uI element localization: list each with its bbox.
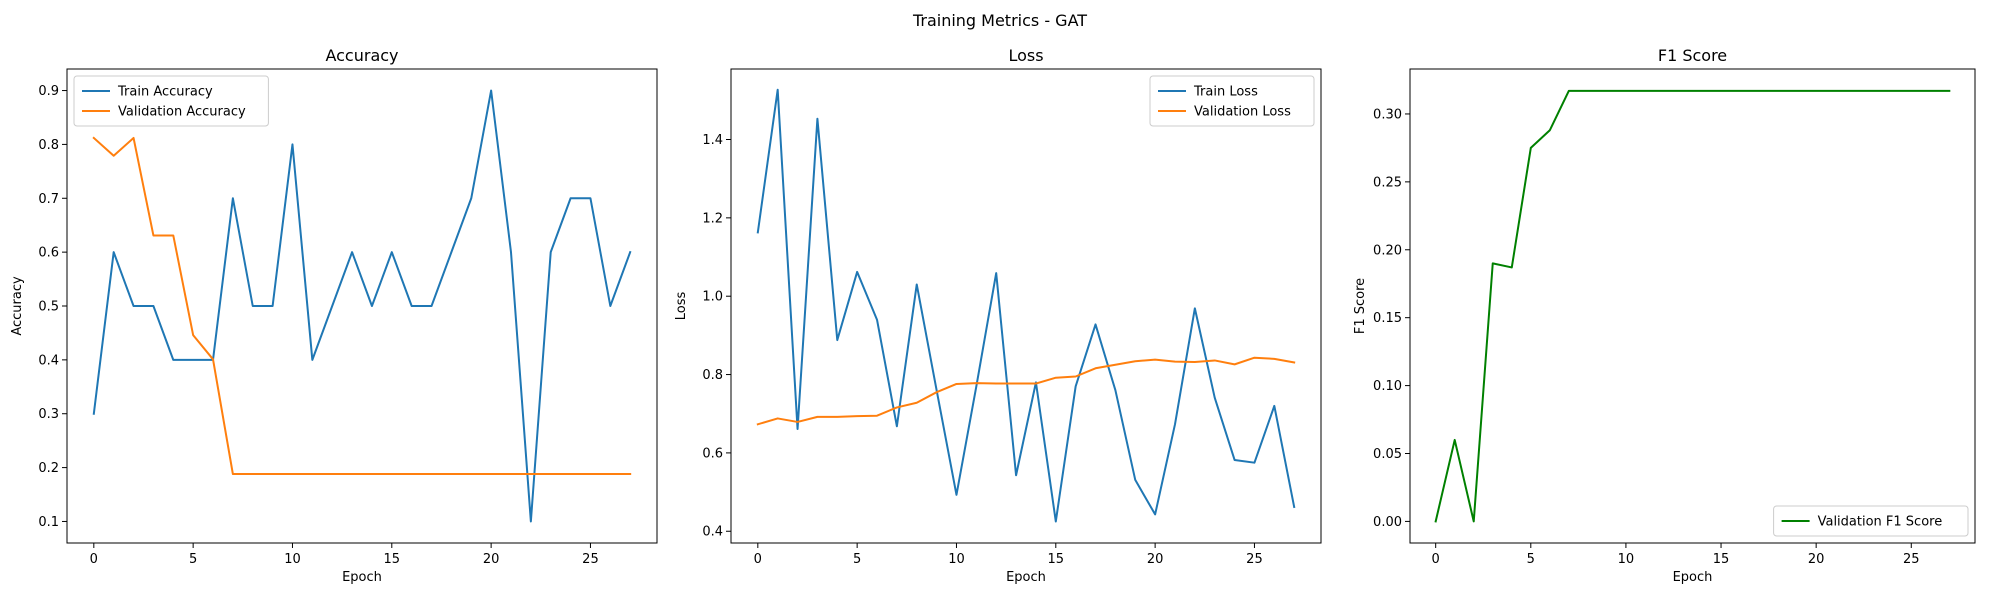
legend: Train Accuracy Validation Accuracy: [73, 75, 269, 127]
y-tick-label: 0.25: [1373, 175, 1402, 190]
legend-entry-2: Validation Loss: [1194, 105, 1291, 120]
plot-frame: [730, 68, 1322, 544]
x-tick-label: 5: [189, 552, 197, 567]
chart-panel-1: 0 5 10 15 20 25 0.1 0.2 0.3 0.4 0.5 0.6 0.7 0.8 0.9 Acc…: [10, 46, 658, 585]
legend: Validation F1 Score: [1773, 505, 1969, 537]
y-tick-label: 0.1: [38, 515, 59, 530]
x-tick-label: 10: [1618, 552, 1635, 567]
x-tick-label: 10: [284, 552, 301, 567]
x-tick-label: 25: [582, 552, 599, 567]
y-tick-label: 0.05: [1373, 447, 1402, 462]
x-tick-label: 15: [1048, 552, 1065, 567]
legend: Train Loss Validation Loss: [1149, 75, 1315, 127]
x-tick-label: 20: [1147, 552, 1164, 567]
legend-box: [1773, 505, 1969, 537]
x-axis-label: Epoch: [1006, 570, 1046, 585]
x-tick-label: 5: [1527, 552, 1535, 567]
y-tick-label: 1.0: [702, 290, 723, 305]
legend-entry-1: Train Loss: [1193, 85, 1258, 100]
y-axis-label: Loss: [674, 292, 689, 321]
x-tick-label: 15: [384, 552, 401, 567]
plot-frame: [1409, 68, 1976, 544]
y-tick-label: 1.2: [702, 211, 723, 226]
x-tick-label: 0: [90, 552, 98, 567]
y-tick-label: 1.4: [702, 133, 723, 148]
legend-box: [73, 75, 269, 127]
x-tick-label: 20: [1808, 552, 1825, 567]
x-tick-label: 15: [1713, 552, 1730, 567]
plot-frame: [66, 68, 658, 544]
y-tick-label: 0.8: [702, 368, 723, 383]
series-line-1: [756, 88, 1296, 523]
panel-title: Accuracy: [325, 46, 398, 65]
series-line-1: [1434, 89, 1951, 523]
x-axis-label: Epoch: [1673, 570, 1713, 585]
y-tick-label: 0.2: [38, 461, 59, 476]
x-tick-label: 5: [853, 552, 861, 567]
y-tick-label: 0.3: [38, 407, 59, 422]
series-line-2: [92, 136, 632, 476]
legend-entry-2: Validation Accuracy: [118, 105, 246, 120]
legend-entry-1: Validation F1 Score: [1818, 515, 1943, 530]
y-tick-label: 0.20: [1373, 243, 1402, 258]
y-tick-label: 0.8: [38, 138, 59, 153]
chart-panel-2: 0 5 10 15 20 25 0.4 0.6 0.8 1.0 1.2 1.4 Loss Epoch Los…: [674, 46, 1322, 585]
legend-entry-1: Train Accuracy: [117, 85, 213, 100]
figure-suptitle: Training Metrics - GAT: [912, 11, 1087, 30]
chart-panel-3: 0 5 10 15 20 25 0.00 0.05 0.10 0.15 0.20 0.25 0.30 F1…: [1353, 46, 1976, 585]
y-tick-label: 0.9: [38, 84, 59, 99]
y-tick-label: 0.30: [1373, 107, 1402, 122]
y-tick-label: 0.00: [1373, 515, 1402, 530]
x-tick-label: 25: [1903, 552, 1920, 567]
y-tick-label: 0.4: [702, 525, 723, 540]
legend-box: [1149, 75, 1315, 127]
y-tick-label: 0.10: [1373, 379, 1402, 394]
y-tick-label: 0.15: [1373, 311, 1402, 326]
x-tick-label: 10: [948, 552, 965, 567]
y-axis-label: F1 Score: [1353, 278, 1368, 334]
series-line-1: [92, 89, 632, 523]
x-tick-label: 25: [1246, 552, 1263, 567]
y-tick-label: 0.7: [38, 192, 59, 207]
x-tick-label: 0: [754, 552, 762, 567]
y-axis-label: Accuracy: [10, 276, 25, 336]
y-tick-label: 0.4: [38, 353, 59, 368]
x-tick-label: 20: [483, 552, 500, 567]
x-tick-label: 0: [1432, 552, 1440, 567]
y-tick-label: 0.6: [702, 446, 723, 461]
y-tick-label: 0.6: [38, 246, 59, 261]
series-line-2: [756, 356, 1296, 426]
panel-title: F1 Score: [1658, 46, 1727, 65]
y-tick-label: 0.5: [38, 300, 59, 315]
panel-title: Loss: [1008, 46, 1043, 65]
x-axis-label: Epoch: [342, 570, 382, 585]
